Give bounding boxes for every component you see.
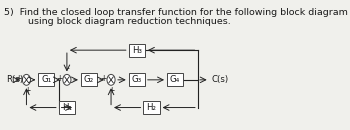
Bar [81,73,97,86]
Text: +: + [108,86,115,95]
Text: H₃: H₃ [132,46,142,55]
Bar [144,101,160,114]
Text: +: + [100,74,106,83]
Text: R(s): R(s) [7,75,24,84]
Text: 5)  Find the closed loop transfer function for the following block diagram by: 5) Find the closed loop transfer functio… [4,8,350,17]
Circle shape [107,74,115,85]
Bar [38,73,54,86]
Text: H₁: H₁ [62,103,72,112]
Text: +: + [15,74,22,83]
Text: G₃: G₃ [132,75,142,84]
Bar [167,73,183,86]
Circle shape [22,74,30,85]
Text: +: + [24,86,30,95]
Text: -: - [66,64,69,73]
Bar [129,44,145,57]
Bar [59,101,75,114]
Bar [129,73,145,86]
Text: C(s): C(s) [211,75,228,84]
Text: using block diagram reduction techniques.: using block diagram reduction techniques… [4,17,231,25]
Text: G₁: G₁ [41,75,51,84]
Text: G₂: G₂ [84,75,94,84]
Text: H₂: H₂ [147,103,156,112]
Circle shape [63,74,71,85]
Text: +: + [56,74,62,83]
Text: G₄: G₄ [170,75,180,84]
